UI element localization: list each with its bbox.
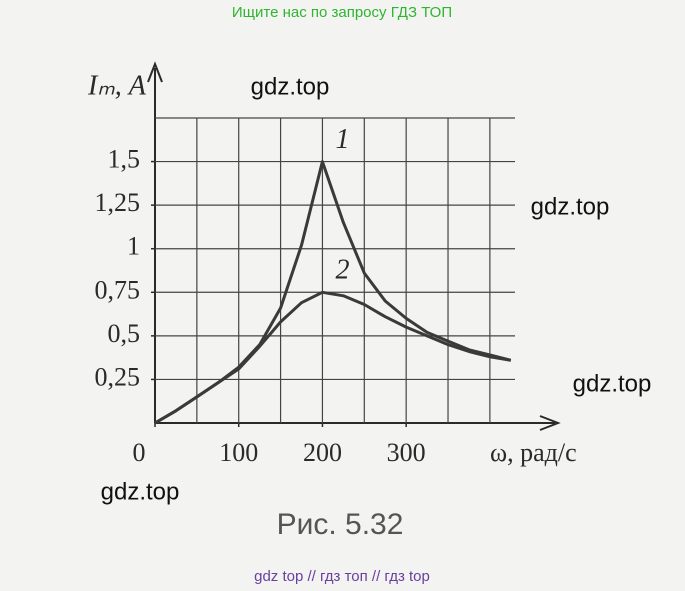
y-tick-label: 1 [127,232,140,261]
x-tick-label: 200 [303,438,342,467]
header-text: Ищите нас по запросу ГДЗ ТОП [232,4,452,21]
x-tick-label: 300 [387,438,426,467]
y-arrow [147,61,163,83]
curve-label: 2 [335,255,349,286]
curve-label: 1 [335,124,349,155]
y-tick-label: 0,5 [108,319,141,348]
caption: Рис. 5.32 [277,508,404,541]
y-tick-label: 0,75 [95,275,141,304]
y-axis-label: Iₘ, А [87,70,147,101]
watermark: gdz.top [573,370,652,397]
footer-text: gdz top // гдз топ // гдз top [254,568,430,585]
y-tick-label: 1,5 [108,145,141,174]
y-tick-label: 1,25 [95,188,141,217]
watermark: gdz.top [101,478,180,505]
y-tick-label: 0,25 [95,362,141,391]
watermark: gdz.top [531,193,610,220]
x-tick-label: 100 [219,438,258,467]
line-series [154,290,512,425]
watermark: gdz.top [251,73,330,100]
x-arrow [539,415,561,431]
x-tick-label: 0 [133,438,146,467]
x-axis-label: ω, рад/с [490,438,577,467]
